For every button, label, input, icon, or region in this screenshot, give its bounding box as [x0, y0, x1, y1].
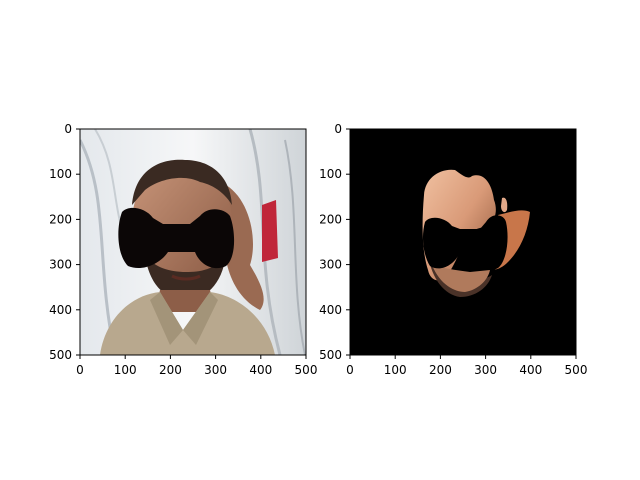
right-xtick-label: 400	[519, 363, 542, 377]
right-ytick-label: 300	[319, 258, 342, 272]
right-xtick-label: 100	[384, 363, 407, 377]
left-ytick-label: 300	[49, 258, 72, 272]
right-ytick-label: 100	[319, 167, 342, 181]
left-x-tick-labels: 0 100 200 300 400 500	[76, 363, 317, 377]
right-y-ticks	[346, 128, 350, 356]
left-xtick-label: 400	[249, 363, 272, 377]
right-ytick-label: 0	[334, 122, 342, 136]
left-ytick-label: 100	[49, 167, 72, 181]
left-xtick-label: 0	[76, 363, 84, 377]
left-xtick-label: 100	[114, 363, 137, 377]
left-ytick-label: 0	[64, 122, 72, 136]
left-xtick-label: 200	[159, 363, 182, 377]
left-xtick-label: 300	[204, 363, 227, 377]
left-y-ticks	[76, 128, 80, 356]
right-xtick-label: 300	[474, 363, 497, 377]
right-mask	[350, 129, 576, 355]
right-axes-frame	[349, 128, 577, 356]
left-x-ticks	[79, 355, 307, 359]
right-y-tick-labels: 0 100 200 300 400 500	[319, 122, 342, 362]
right-ytick-label: 400	[319, 303, 342, 317]
right-ytick-label: 200	[319, 212, 342, 226]
left-photo	[80, 129, 306, 355]
left-axes-frame	[79, 128, 307, 356]
left-xtick-label: 500	[295, 363, 318, 377]
right-xtick-label: 500	[565, 363, 588, 377]
left-ytick-label: 500	[49, 348, 72, 362]
right-xtick-label: 0	[346, 363, 354, 377]
right-x-tick-labels: 0 100 200 300 400 500	[346, 363, 587, 377]
right-xtick-label: 200	[429, 363, 452, 377]
left-ytick-label: 200	[49, 212, 72, 226]
right-ytick-label: 500	[319, 348, 342, 362]
left-ytick-label: 400	[49, 303, 72, 317]
left-y-tick-labels: 0 100 200 300 400 500	[49, 122, 72, 362]
right-x-ticks	[349, 355, 577, 359]
